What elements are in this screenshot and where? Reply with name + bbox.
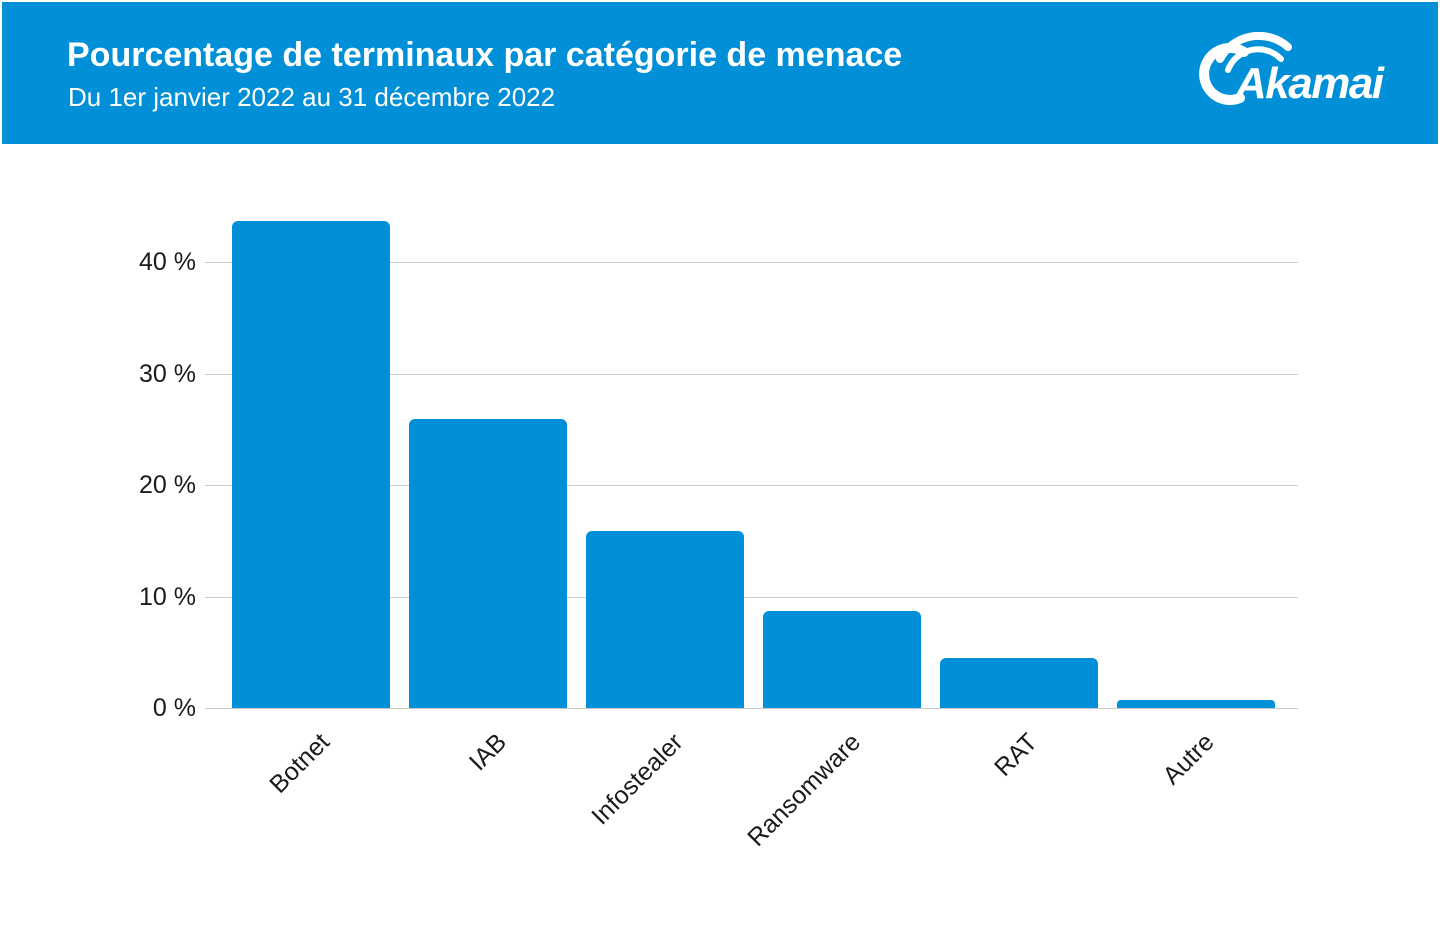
gridline-30 <box>205 374 1298 375</box>
page-subtitle: Du 1er janvier 2022 au 31 décembre 2022 <box>68 82 556 112</box>
bar-iab <box>409 419 567 708</box>
y-axis-label-0: 0 % <box>152 694 196 722</box>
gridline-10 <box>205 597 1298 598</box>
x-axis-label-botnet: Botnet <box>263 728 335 799</box>
x-axis-label-rat: RAT <box>988 728 1043 782</box>
y-axis-label-40: 40 % <box>139 248 196 276</box>
gridline-0 <box>205 708 1298 709</box>
x-axis-label-infostealer: Infostealer <box>586 728 689 831</box>
y-axis-label-20: 20 % <box>139 471 196 499</box>
bar-autre <box>1117 700 1275 708</box>
akamai-logo: Akamai <box>1191 31 1386 114</box>
bar-rat <box>940 658 1098 708</box>
x-axis-label-ransomware: Ransomware <box>741 728 866 852</box>
bar-ransomware <box>763 611 921 708</box>
gridline-40 <box>205 262 1298 263</box>
akamai-logo-text: Akamai <box>1234 59 1385 108</box>
x-axis-label-autre: Autre <box>1157 728 1220 791</box>
y-axis-label-10: 10 % <box>139 583 196 611</box>
bar-botnet <box>232 221 390 708</box>
bar-infostealer <box>586 531 744 708</box>
header-banner: Pourcentage de terminaux par catégorie d… <box>2 2 1438 144</box>
page-title: Pourcentage de terminaux par catégorie d… <box>67 36 903 74</box>
bar-chart: 0 % 10 % 20 % 30 % 40 % Botnet IAB Infostealer R… <box>0 144 1440 925</box>
y-axis-label-30: 30 % <box>139 360 196 388</box>
gridline-20 <box>205 485 1298 486</box>
x-axis-label-iab: IAB <box>463 728 512 777</box>
akamai-wave-icon: Akamai <box>1199 31 1386 108</box>
